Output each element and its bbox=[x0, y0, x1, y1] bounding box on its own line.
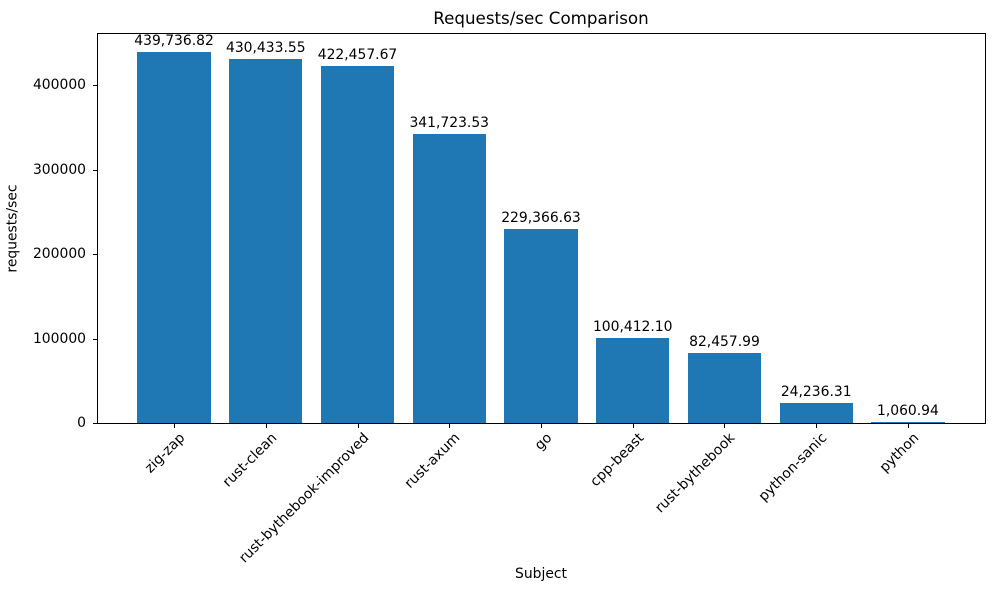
y-tick-mark bbox=[93, 254, 97, 256]
y-tick-label: 0 bbox=[77, 415, 86, 431]
bar-value-label: 82,457.99 bbox=[689, 334, 760, 351]
bar-python-sanic bbox=[779, 402, 853, 423]
x-tick-mark bbox=[449, 424, 451, 428]
x-tick-mark bbox=[265, 424, 267, 428]
bar-go bbox=[504, 229, 578, 423]
y-tick-mark bbox=[93, 338, 97, 340]
y-tick-mark bbox=[93, 85, 97, 87]
bar-value-label: 24,236.31 bbox=[780, 383, 852, 400]
chart-title: Requests/sec Comparison bbox=[433, 8, 649, 28]
x-tick-mark bbox=[632, 424, 634, 428]
y-axis-label: requests/sec bbox=[4, 184, 21, 273]
x-tick-mark bbox=[724, 424, 726, 428]
y-tick-label: 300000 bbox=[32, 161, 86, 178]
y-tick-label: 100000 bbox=[32, 330, 86, 347]
y-tick-label: 200000 bbox=[32, 246, 86, 263]
y-tick-mark bbox=[93, 169, 97, 171]
bar-value-label: 439,736.82 bbox=[134, 32, 214, 49]
bar-value-label: 422,457.67 bbox=[317, 47, 398, 64]
x-axis-label: Subject bbox=[515, 566, 567, 582]
x-tick-mark bbox=[816, 424, 818, 428]
bar-cpp-beast bbox=[596, 338, 670, 423]
x-tick-mark bbox=[541, 424, 542, 428]
y-tick-mark bbox=[93, 423, 97, 424]
bar-value-label: 1,060.94 bbox=[877, 403, 939, 419]
bar-value-label: 229,366.63 bbox=[501, 210, 581, 227]
bar-rust-bythebook bbox=[687, 353, 762, 423]
bar-zig-zap bbox=[137, 51, 211, 423]
x-tick-mark bbox=[907, 424, 909, 428]
bar-value-label: 430,433.55 bbox=[226, 40, 306, 57]
plot-area bbox=[97, 33, 986, 424]
bar-python bbox=[871, 422, 945, 423]
x-tick-mark bbox=[357, 424, 359, 428]
bar-rust-axum bbox=[412, 134, 486, 423]
bar-value-label: 100,412.10 bbox=[592, 319, 673, 336]
y-tick-label: 400000 bbox=[32, 77, 86, 94]
x-tick-mark bbox=[174, 424, 176, 428]
bar-rust-clean bbox=[229, 59, 303, 423]
bar-value-label: 341,723.53 bbox=[409, 115, 490, 132]
bar-rust-bythebook-improved bbox=[320, 66, 395, 423]
